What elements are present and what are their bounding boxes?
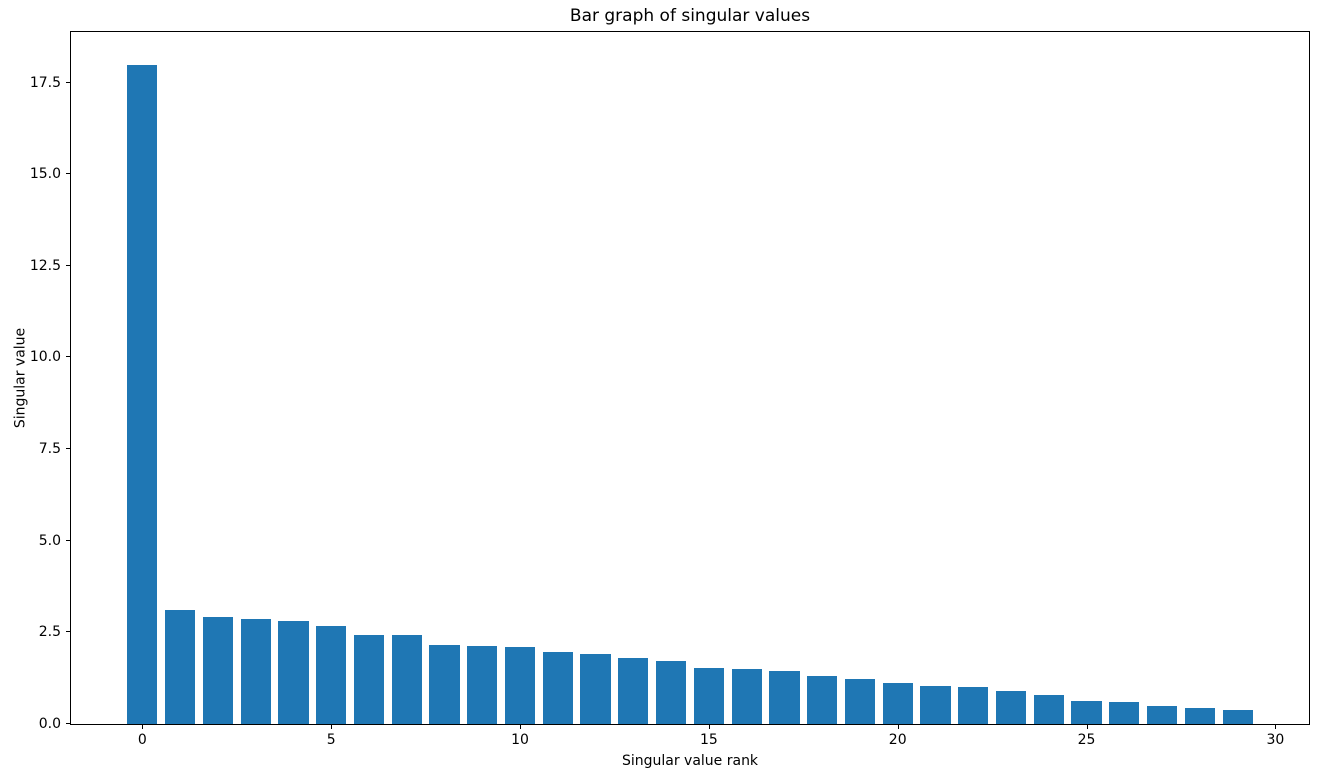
y-tick-label-5.0: 5.0 [38,532,61,549]
y-tick-label-12.5: 12.5 [29,257,61,274]
bar-rank-7 [391,635,422,724]
y-tick-label-2.5: 2.5 [38,624,61,641]
bar-rank-4 [278,621,309,724]
x-tick-mark-10 [520,724,522,729]
x-tick-mark-30 [1275,724,1277,729]
bar-rank-1 [165,610,196,724]
y-tick-label-15.0: 15.0 [29,166,61,183]
x-tick-mark-25 [1086,724,1088,729]
bar-rank-0 [127,65,158,724]
bar-rank-6 [353,634,385,724]
x-tick-label-15: 15 [699,732,718,748]
x-tick-mark-20 [897,724,899,729]
bar-rank-28 [1184,708,1215,724]
x-tick-label-10: 10 [511,732,529,748]
bar-rank-24 [1033,695,1064,724]
bar-rank-13 [618,658,649,724]
bar-rank-23 [995,691,1027,724]
bar-rank-14 [656,660,687,724]
x-tick-label-20: 20 [888,732,907,748]
bar-rank-16 [731,669,762,724]
bar-rank-8 [429,645,460,724]
bar-rank-29 [1222,710,1253,724]
chart-title: Bar graph of singular values [569,6,811,26]
bar-rank-15 [693,667,724,724]
bar-rank-18 [807,675,838,724]
y-tick-mark-0.0 [66,723,71,724]
bar-rank-10 [504,647,536,724]
y-tick-mark-2.5 [66,631,71,633]
x-tick-label-25: 25 [1077,732,1096,748]
bar-rank-19 [844,678,876,724]
x-tick-label-30: 30 [1266,732,1285,748]
bar-rank-25 [1071,700,1102,724]
bar-rank-12 [580,654,611,724]
y-tick-mark-12.5 [66,264,71,266]
bar-rank-17 [769,670,800,724]
bar-rank-26 [1109,702,1140,724]
y-tick-mark-17.5 [66,81,71,83]
plot-area: 0 5 10 15 20 25 30 0.0 2.5 5.0 7.5 10.0 12.5 15.0 17.5 [30,31,1310,748]
bar-rank-5 [316,625,347,724]
bar-rank-11 [542,651,573,724]
y-tick-mark-10.0 [66,356,71,358]
x-tick-label-0: 0 [137,732,147,748]
x-tick-mark-15 [708,724,710,729]
y-tick-label-0.0: 0.0 [38,716,61,732]
y-axis-label: Singular value [12,327,29,429]
y-tick-label-17.5: 17.5 [29,74,61,91]
x-tick-label-5: 5 [326,732,336,748]
y-tick-mark-15.0 [66,173,71,175]
bar-rank-22 [958,686,989,724]
x-tick-mark-0 [142,724,144,729]
y-tick-mark-7.5 [66,448,71,450]
y-tick-label-7.5: 7.5 [38,441,61,458]
bar-rank-20 [882,683,913,724]
bar-rank-9 [467,646,498,724]
y-tick-label-10.0: 10.0 [29,349,61,366]
bar-rank-27 [1146,706,1178,724]
bar-rank-21 [920,685,951,724]
y-tick-mark-5.0 [66,539,71,541]
bar-rank-3 [240,618,271,724]
x-axis-label: Singular value rank [621,753,759,769]
x-tick-mark-5 [331,724,333,729]
bar-rank-2 [202,617,233,724]
